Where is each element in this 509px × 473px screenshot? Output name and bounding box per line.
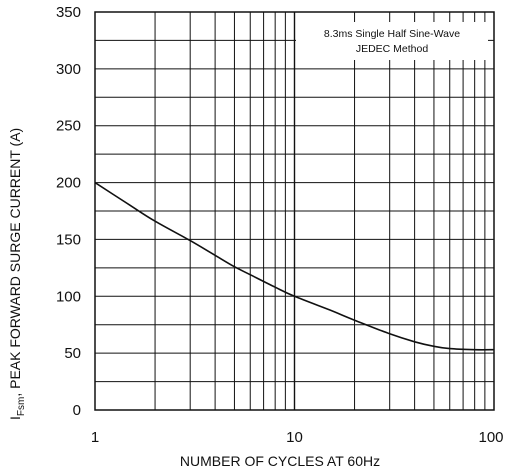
- series-line-surge-current: [94, 181, 495, 351]
- y-axis-title-text: , PEAK FORWARD SURGE CURRENT (A): [7, 128, 23, 397]
- x-tick-label: 10: [286, 429, 303, 446]
- y-tick-label: 250: [56, 118, 81, 135]
- annotation-line-2: JEDEC Method: [356, 43, 429, 55]
- y-axis-title: IFsm, PEAK FORWARD SURGE CURRENT (A): [7, 128, 27, 420]
- y-tick-label: 300: [56, 61, 81, 78]
- y-tick-label: 200: [56, 175, 81, 192]
- plot-frame: [94, 11, 495, 411]
- y-axis-title-subscript: Fsm: [16, 397, 27, 416]
- y-tick-label: 350: [56, 4, 81, 21]
- y-tick-label: 50: [64, 345, 81, 362]
- annotation-line-1: 8.3ms Single Half Sine-Wave: [324, 28, 460, 40]
- x-tick-label: 100: [478, 429, 503, 446]
- y-tick-labels: 0 50 100 150 200 250 300 350: [56, 4, 81, 419]
- grid-lines: [95, 12, 494, 410]
- x-tick-label: 1: [91, 429, 99, 446]
- y-axis-title-symbol: I: [7, 416, 23, 420]
- x-tick-labels: 1 10 100: [91, 429, 504, 446]
- y-tick-label: 100: [56, 288, 81, 305]
- annotation-box: [296, 22, 488, 60]
- y-tick-label: 150: [56, 231, 81, 248]
- x-axis-title: NUMBER OF CYCLES AT 60Hz: [180, 453, 380, 469]
- y-tick-label: 0: [73, 402, 81, 419]
